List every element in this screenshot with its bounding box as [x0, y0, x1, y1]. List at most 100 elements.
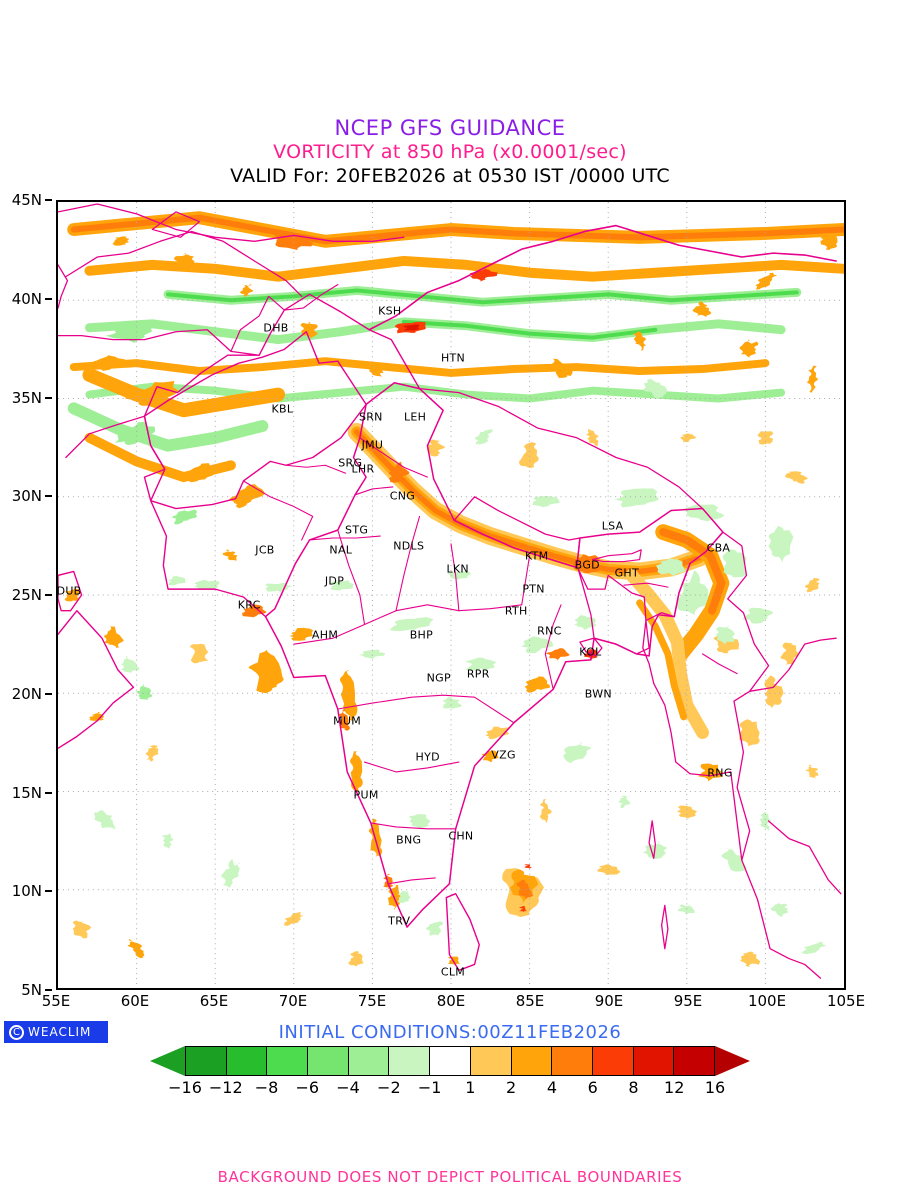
city-label: HTN [440, 351, 466, 365]
coastline-and-borders [58, 203, 842, 979]
y-axis-tick-label: 15N [11, 783, 42, 802]
city-label: KSH [378, 304, 402, 318]
colorbar-tick-label: 8 [628, 1078, 639, 1097]
colorbar-tick-label: 2 [506, 1078, 517, 1097]
colorbar-cell [388, 1046, 430, 1076]
colorbar-cell [225, 1046, 267, 1076]
x-axis-tick-label: 85E [515, 992, 545, 1010]
map-plot-area[interactable]: DHB KSH HTN KBL SRN LEH JMU SRG LHR CNG STG NDLS NAL… [56, 200, 846, 990]
y-axis-tick [45, 692, 52, 695]
city-label: KRC [237, 598, 261, 612]
y-axis-tick [45, 890, 52, 893]
y-axis-tick [45, 396, 52, 399]
city-label: RTH [504, 604, 528, 618]
city-label: KTM [524, 549, 549, 563]
colorbar-tick-label: −16 [168, 1078, 202, 1097]
colorbar-tick-label: −2 [377, 1078, 401, 1097]
city-label: BWN [584, 687, 612, 701]
y-axis-tick-label: 30N [11, 487, 42, 506]
colorbar-cell [551, 1046, 592, 1076]
initial-conditions-label: INITIAL CONDITIONS:00Z11FEB2026 [278, 1022, 622, 1043]
page-subtitle: VORTICITY at 850 hPa (x0.0001/sec) [273, 141, 627, 163]
x-axis-tick-label: 80E [436, 992, 466, 1010]
city-label: LKN [446, 562, 469, 576]
title-block: NCEP GFS GUIDANCE VORTICITY at 850 hPa (… [0, 116, 900, 188]
colorbar: −16 −12 −8 −6 −4 −2 −1 1 2 4 6 8 12 16 [150, 1046, 750, 1098]
colorbar-tick-label: 6 [587, 1078, 598, 1097]
page-title: NCEP GFS GUIDANCE [334, 116, 566, 140]
colorbar-cell [307, 1046, 348, 1076]
colorbar-cell [673, 1046, 715, 1076]
city-label: SRG [338, 456, 363, 470]
colorbar-tick-labels: −16 −12 −8 −6 −4 −2 −1 1 2 4 6 8 12 16 [168, 1078, 725, 1098]
y-axis-labels: 45N 40N 35N 30N 25N 20N 15N 10N 5N [0, 191, 52, 999]
colorbar-cells [185, 1046, 715, 1076]
city-label: BGD [574, 558, 600, 572]
x-axis-tick-label: 75E [357, 992, 387, 1010]
y-axis-tick-label: 20N [11, 684, 42, 703]
y-axis-tick-label: 5N [21, 981, 42, 999]
colorbar-cell [429, 1046, 470, 1076]
y-axis-tick [45, 791, 52, 794]
colorbar-tick-label: 1 [465, 1078, 476, 1097]
x-axis-tick-label: 70E [278, 992, 308, 1010]
city-label: CBA [706, 541, 731, 555]
colorbar-tick-label: 16 [704, 1078, 726, 1097]
weaclim-logo-text: WEACLIM [28, 1025, 92, 1039]
city-label: KOL [579, 645, 602, 659]
copyright-icon: C [9, 1024, 24, 1040]
colorbar-tick-label: −8 [254, 1078, 279, 1097]
city-label: AHM [311, 628, 339, 642]
city-label: RNC [537, 624, 562, 638]
city-label: STG [345, 523, 369, 537]
disclaimer-text: BACKGROUND DOES NOT DEPICT POLITICAL BOU… [217, 1168, 683, 1186]
x-axis-tick-label: 60E [120, 992, 150, 1010]
city-label: RNG [707, 766, 733, 780]
city-label: JDP [324, 574, 345, 588]
city-label: VZG [491, 748, 516, 762]
city-label: LHR [351, 462, 375, 476]
city-label: PUM [353, 788, 379, 801]
y-axis-tick-label: 40N [11, 289, 42, 308]
city-label: RPR [466, 667, 490, 681]
x-axis-tick-label: 95E [673, 992, 703, 1010]
city-label: MUM [333, 714, 362, 728]
colorbar-tick-label: −1 [417, 1078, 442, 1097]
x-axis-tick-label: 55E [41, 992, 71, 1010]
city-label: CLM [440, 965, 466, 979]
colorbar-cell [469, 1046, 511, 1076]
city-label: KBL [271, 402, 294, 416]
x-axis-tick-label: 100E [747, 992, 787, 1010]
colorbar-cell [632, 1046, 674, 1076]
colorbar-cell [185, 1046, 226, 1076]
city-label: LEH [403, 410, 427, 424]
city-label: BHP [409, 628, 434, 642]
colorbar-tick-label: −12 [208, 1078, 243, 1097]
y-axis-tick-label: 45N [11, 191, 42, 209]
colorbar-cell [591, 1046, 633, 1076]
colorbar-tick-label: −4 [336, 1078, 360, 1097]
city-label: DUB [56, 584, 82, 598]
y-axis-tick [45, 989, 52, 991]
city-label: NGP [426, 671, 451, 685]
city-label: LSA [601, 519, 624, 533]
city-label: CHN [448, 829, 474, 843]
weaclim-logo[interactable]: C WEACLIM [4, 1021, 108, 1043]
y-axis-tick-label: 35N [11, 388, 42, 407]
y-axis-tick [45, 594, 52, 596]
city-label: DHB [263, 321, 289, 335]
city-label: SRN [358, 410, 383, 424]
x-axis-tick-label: 105E [826, 992, 866, 1010]
y-axis-tick-label: 25N [11, 586, 42, 604]
map-gridlines [58, 202, 844, 988]
city-label: CNG [389, 489, 416, 503]
colorbar-cell [347, 1046, 389, 1076]
city-label: GHT [614, 566, 640, 580]
y-axis-tick [45, 297, 52, 300]
city-label: TRV [388, 914, 411, 928]
colorbar-extend-high-arrow [715, 1046, 750, 1076]
colorbar-cell [266, 1046, 308, 1076]
city-label: JCB [255, 543, 275, 557]
city-label: PTN [522, 582, 545, 596]
valid-time-label: VALID For: 20FEB2026 at 0530 IST /0000 U… [230, 165, 670, 187]
